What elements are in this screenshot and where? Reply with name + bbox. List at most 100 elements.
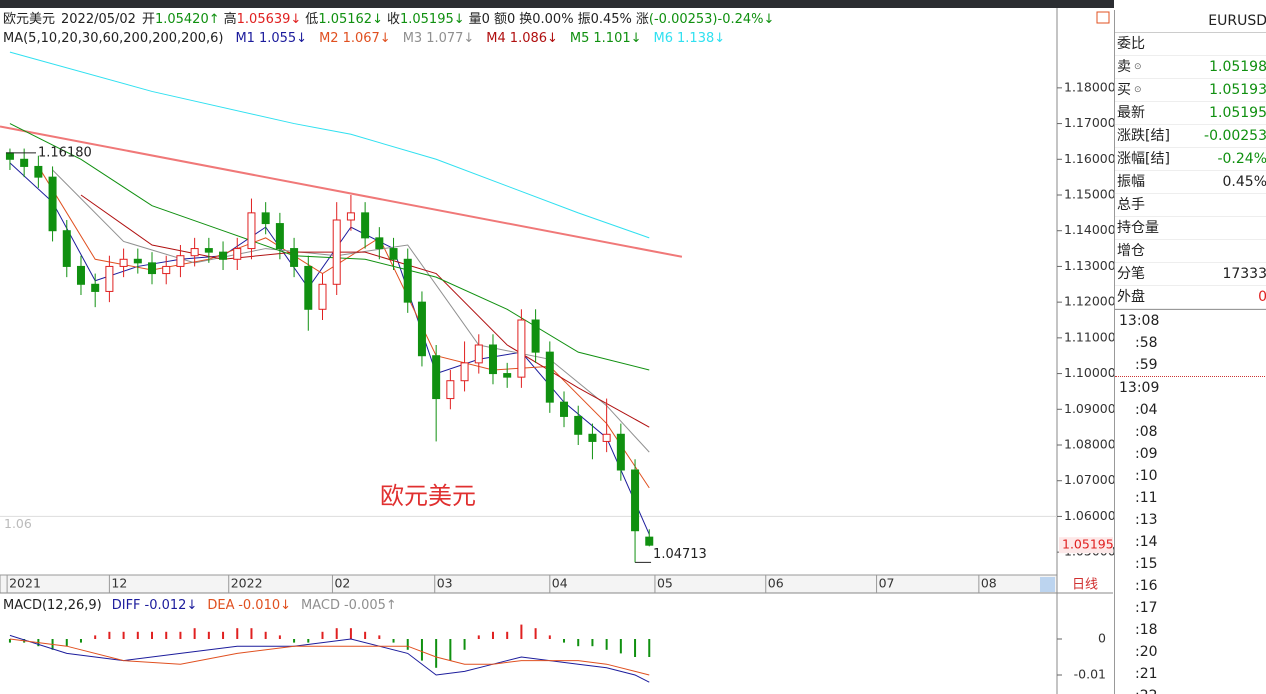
x-tick-label: 04 [552,576,568,591]
candle-body [105,265,114,292]
quote-row: 振幅 0.45% [1115,171,1266,194]
symbol-name: 欧元美元 [3,12,55,27]
candle-body [517,319,526,378]
period-label[interactable]: 日线 [1072,578,1098,593]
x-tick-label: 08 [981,576,997,591]
tick-time: :16 [1135,578,1158,594]
reference-label: 1.06 [4,516,32,531]
candle-body [503,373,512,378]
candle-body [20,158,29,167]
info-value: 1.05162↓ [318,12,383,27]
candle-body [560,401,569,417]
legend-value: -0.005↑ [344,598,397,613]
tick-time: :59 [1115,354,1266,377]
info-label: 换 [519,12,532,27]
row-label: 涨幅[结] [1117,151,1170,167]
row-label: 涨跌[结] [1117,128,1170,144]
row-label: 振幅 [1117,174,1145,190]
info-label: 振 [578,12,591,27]
legend-name: M1 [235,31,255,46]
tick-time: :20 [1135,644,1158,660]
tick-time: :13 [1135,512,1158,528]
period-button[interactable] [1040,577,1055,592]
y-tick-label: 0 [1098,630,1106,645]
legend-name: M4 [486,31,506,46]
low-label: 1.04713 [653,547,707,562]
row-value: -0.00253 [1204,128,1266,144]
chart: 日线 欧元美元 欧元美元 2022/05/02 开1.05420↑ 高1.05639↓… [0,0,1114,694]
x-tick-label: 2022 [231,576,263,591]
quote-rows: 委比卖 ⊙ 1.05198 买 ⊙ 1.05193 最新 1.05195 涨跌[结] -0.002… [1115,33,1266,309]
x-tick-label: 07 [879,576,895,591]
tick-times: 13:08:58:59 13:09:04:08:09:10:11:13:14:15… [1115,309,1266,694]
candle-body [488,344,497,375]
candle-body [531,319,540,353]
macd-legend: MACD(12,26,9) DIFF -0.012↓ DEA -0.010↓ MACD -0… [3,598,397,613]
candle-body [574,415,583,435]
ma-line [52,169,650,453]
y-tick-label: 1.13000 [1064,258,1114,273]
x-tick-label: 02 [334,576,350,591]
ma-label: MA(5,10,20,30,60,200,200,200,6) [3,31,223,46]
candle-body [304,265,313,310]
row-label: 最新 [1117,105,1145,121]
candle-body [133,258,142,264]
tick-time: :17 [1135,600,1158,616]
ma-line [80,194,650,428]
info-label: 低 [305,12,318,27]
ma-line [9,51,650,239]
candle-body [48,176,57,232]
row-value: 0.45% [1222,174,1266,190]
candle-body [474,344,483,364]
quote-row: 分笔 17333 [1115,263,1266,286]
x-tick-label: 2021 [9,576,41,591]
y-tick-label: 1.08000 [1064,437,1114,452]
info-value: 1.05195↓ [400,12,465,27]
macd-line [9,638,650,676]
y-tick-label: 1.09000 [1064,401,1114,416]
quote-row: 卖 ⊙ 1.05198 [1115,56,1266,79]
candle-body [148,262,157,275]
y-tick-label: 1.16000 [1064,151,1114,166]
candle-body [403,258,412,303]
tick-time: 13:09 [1119,380,1160,396]
info-label: 额 [494,12,507,27]
tick-time: :18 [1135,622,1158,638]
candle-body [190,248,199,257]
info-value: 1.05420↑ [155,12,220,27]
tick-time: 13:08 [1119,313,1160,329]
last-price-label: 1.05195 [1062,537,1114,552]
quote-row: 总手 [1115,194,1266,217]
y-tick-label: 1.17000 [1064,115,1114,130]
legend-value: -0.012↓ [145,598,198,613]
toolbar [0,0,1114,8]
candle-body [602,433,611,442]
legend-name: M6 [654,31,674,46]
tick-time: :08 [1135,424,1158,440]
candle-body [616,433,625,471]
candle-body [261,212,270,225]
legend-value: 1.101↓ [593,31,641,46]
legend-name: M2 [319,31,339,46]
candle-body [318,283,327,310]
row-label: 卖 [1117,59,1131,75]
legend-value: 1.067↓ [343,31,391,46]
candle-body [460,362,469,382]
candle-body [219,251,228,260]
quote-row: 涨幅[结] -0.24% [1115,148,1266,171]
info-value: 1.05639↓ [237,12,302,27]
quote-panel: EURUSD 委比卖 ⊙ 1.05198 买 ⊙ 1.05193 最新 1.05195 涨跌[结… [1114,10,1266,694]
tick-time: :10 [1135,468,1158,484]
candle-body [275,223,284,250]
row-value: 17333 [1222,266,1266,282]
x-tick-label: 03 [437,576,453,591]
candle-body [162,265,171,275]
row-label: 买 [1117,82,1131,98]
candle-body [389,248,398,260]
maximize-icon[interactable] [1096,11,1110,24]
tick-time: :11 [1135,490,1158,506]
y-tick-label: 1.10000 [1064,365,1114,380]
y-tick-label: 1.15000 [1064,187,1114,202]
candle-body [361,212,370,239]
